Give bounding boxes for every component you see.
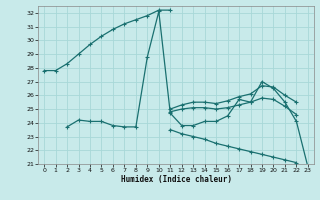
X-axis label: Humidex (Indice chaleur): Humidex (Indice chaleur) [121,175,231,184]
